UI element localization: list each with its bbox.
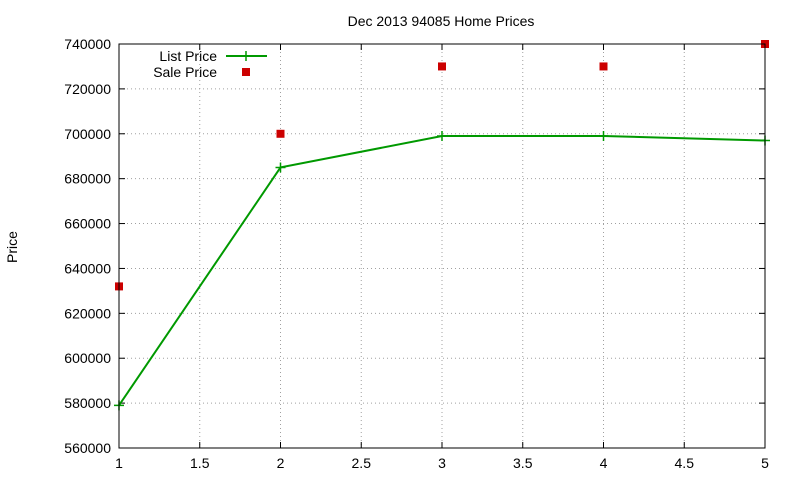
legend-point-sample — [242, 68, 250, 76]
x-tick-label: 4 — [600, 455, 608, 471]
y-tick-label: 680000 — [64, 171, 111, 187]
x-tick-label: 5 — [761, 455, 769, 471]
sale-price-point — [276, 129, 285, 138]
list-price-point — [275, 162, 286, 173]
y-tick-label: 600000 — [64, 350, 111, 366]
y-tick-label: 740000 — [64, 36, 111, 52]
list-price-point — [598, 131, 609, 142]
y-tick-label: 620000 — [64, 305, 111, 321]
y-tick-label: 660000 — [64, 216, 111, 232]
legend-label: Sale Price — [153, 64, 217, 80]
chart-title: Dec 2013 94085 Home Prices — [348, 13, 535, 29]
x-tick-label: 3 — [438, 455, 446, 471]
sale-price-point — [599, 62, 608, 71]
x-tick-label: 2 — [277, 455, 285, 471]
grid-lines — [119, 44, 765, 448]
x-tick-label: 3.5 — [513, 455, 533, 471]
legend-point-sample — [241, 51, 251, 61]
x-tick-label: 1 — [115, 455, 123, 471]
legend-label: List Price — [159, 48, 217, 64]
x-axis-tick-labels: 1 1.5 2 2.5 3 3.5 4 4.5 5 — [115, 455, 769, 471]
y-axis-tick-labels: 560000 580000 600000 620000 640000 660000 6800… — [64, 36, 111, 456]
x-tick-label: 2.5 — [352, 455, 372, 471]
y-tick-label: 720000 — [64, 81, 111, 97]
plot-frame — [118, 43, 766, 449]
list-price-point — [437, 131, 447, 142]
y-tick-label: 700000 — [64, 126, 111, 142]
y-tick-label: 580000 — [64, 395, 111, 411]
y-tick-label: 640000 — [64, 260, 111, 276]
x-tick-label: 1.5 — [190, 455, 210, 471]
y-tick-label: 560000 — [64, 440, 111, 456]
x-tick-label: 4.5 — [675, 455, 695, 471]
y-axis-label: Price — [4, 231, 20, 263]
sale-price-point — [438, 62, 446, 71]
